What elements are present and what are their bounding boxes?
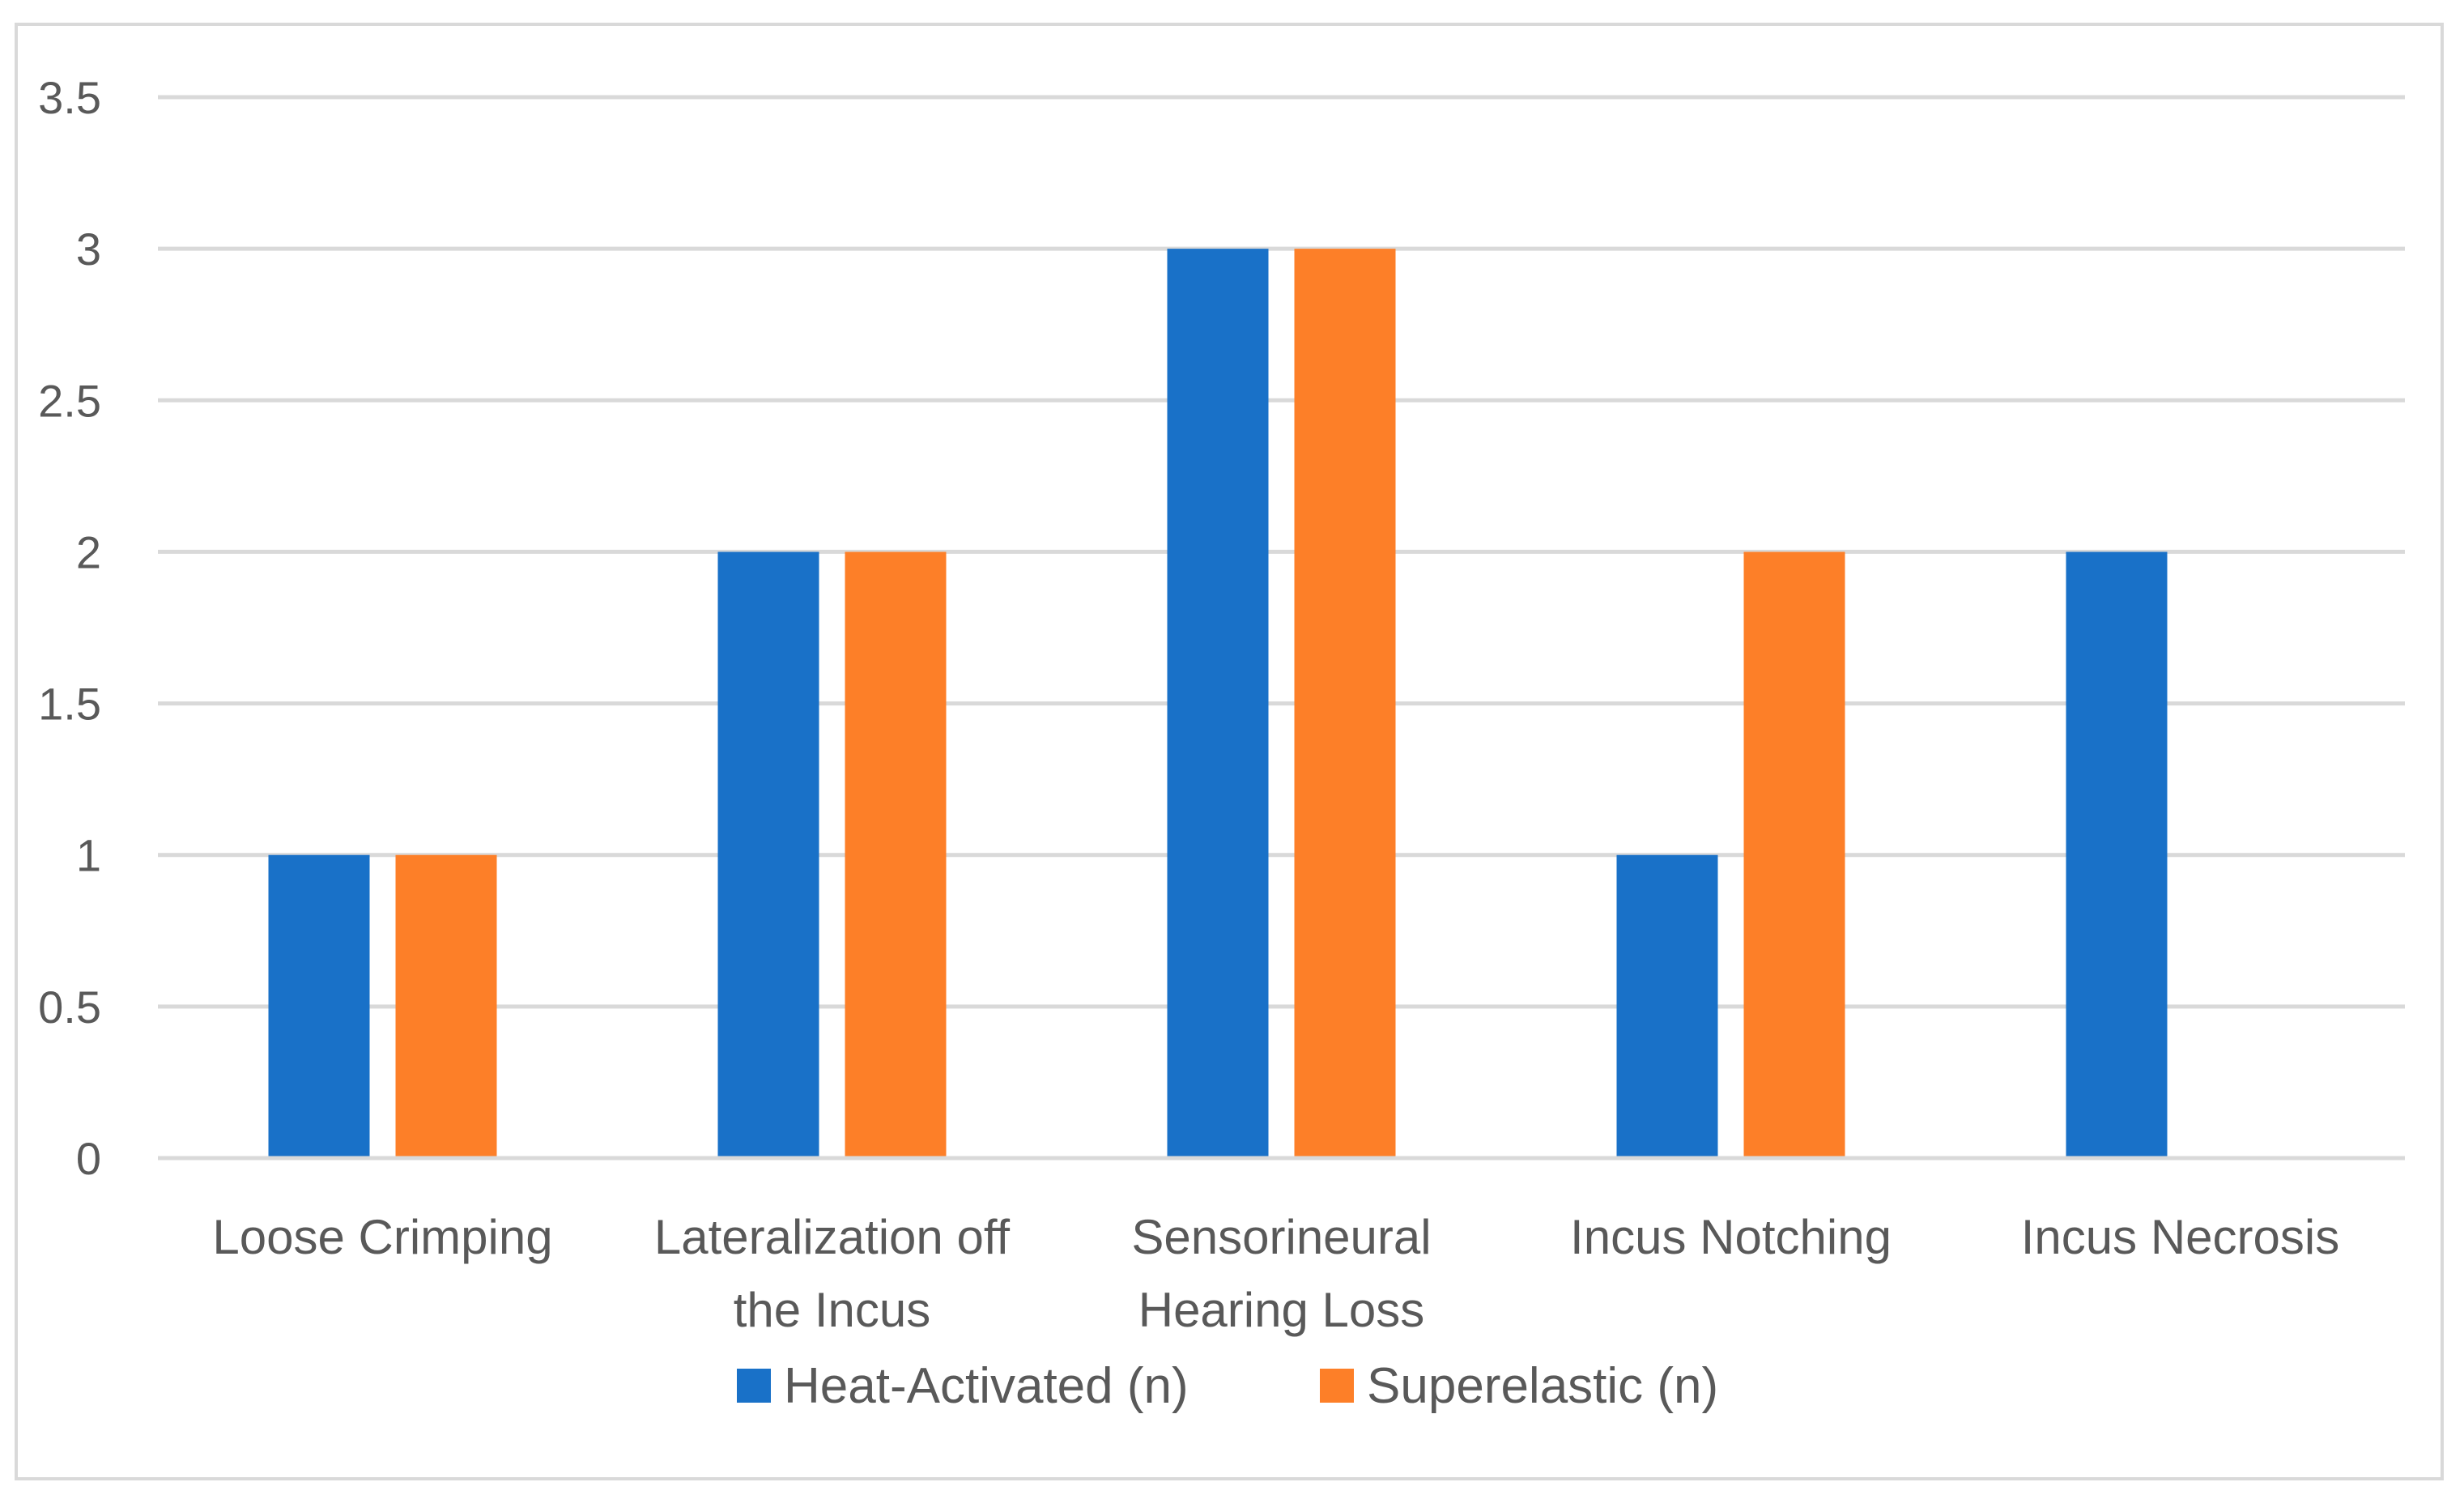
bar	[1616, 854, 1718, 1158]
x-category-label-line: Hearing Loss	[1138, 1283, 1425, 1337]
x-category-label: Loose Crimping	[212, 1210, 552, 1264]
y-tick-label: 3.5	[38, 72, 101, 123]
axes: 0 0.5 1 1.5 2 2.5 3 3.5 Loose Crimping Lateraliza…	[38, 72, 2405, 1337]
bar	[1167, 249, 1269, 1159]
bar	[1294, 249, 1396, 1159]
y-tick-label: 0	[76, 1133, 101, 1184]
x-category-label-line: Incus Notching	[1570, 1210, 1892, 1264]
y-tick-label: 3	[76, 224, 101, 275]
bar	[2066, 552, 2168, 1158]
x-category-label: Lateralization off the Incus	[654, 1210, 1011, 1337]
bar	[717, 552, 819, 1158]
x-category-label-line: Sensorineural	[1131, 1210, 1431, 1264]
y-tick-label: 1	[76, 830, 101, 881]
bar	[395, 854, 497, 1158]
bar	[1743, 552, 1845, 1158]
x-category-label: Sensorineural Hearing Loss	[1131, 1210, 1431, 1337]
bar	[845, 552, 947, 1158]
y-tick-label: 2.5	[38, 375, 101, 426]
bars	[268, 249, 2168, 1159]
legend-swatch	[1320, 1369, 1354, 1403]
x-category-label-line: the Incus	[734, 1283, 931, 1337]
x-category-label-line: Loose Crimping	[212, 1210, 552, 1264]
y-tick-label: 1.5	[38, 679, 101, 730]
x-category-label-line: Lateralization off	[654, 1210, 1011, 1264]
x-category-label-line: Incus Necrosis	[2021, 1210, 2339, 1264]
x-category-label: Incus Notching	[1570, 1210, 1892, 1264]
legend: Heat-Activated (n) Superelastic (n)	[737, 1358, 1718, 1414]
y-tick-label: 0.5	[38, 982, 101, 1033]
x-category-label: Incus Necrosis	[2021, 1210, 2339, 1264]
legend-swatch	[737, 1369, 771, 1403]
legend-label: Heat-Activated (n)	[784, 1358, 1189, 1414]
y-tick-label: 2	[76, 526, 101, 577]
legend-label: Superelastic (n)	[1367, 1358, 1718, 1414]
bar	[268, 854, 370, 1158]
